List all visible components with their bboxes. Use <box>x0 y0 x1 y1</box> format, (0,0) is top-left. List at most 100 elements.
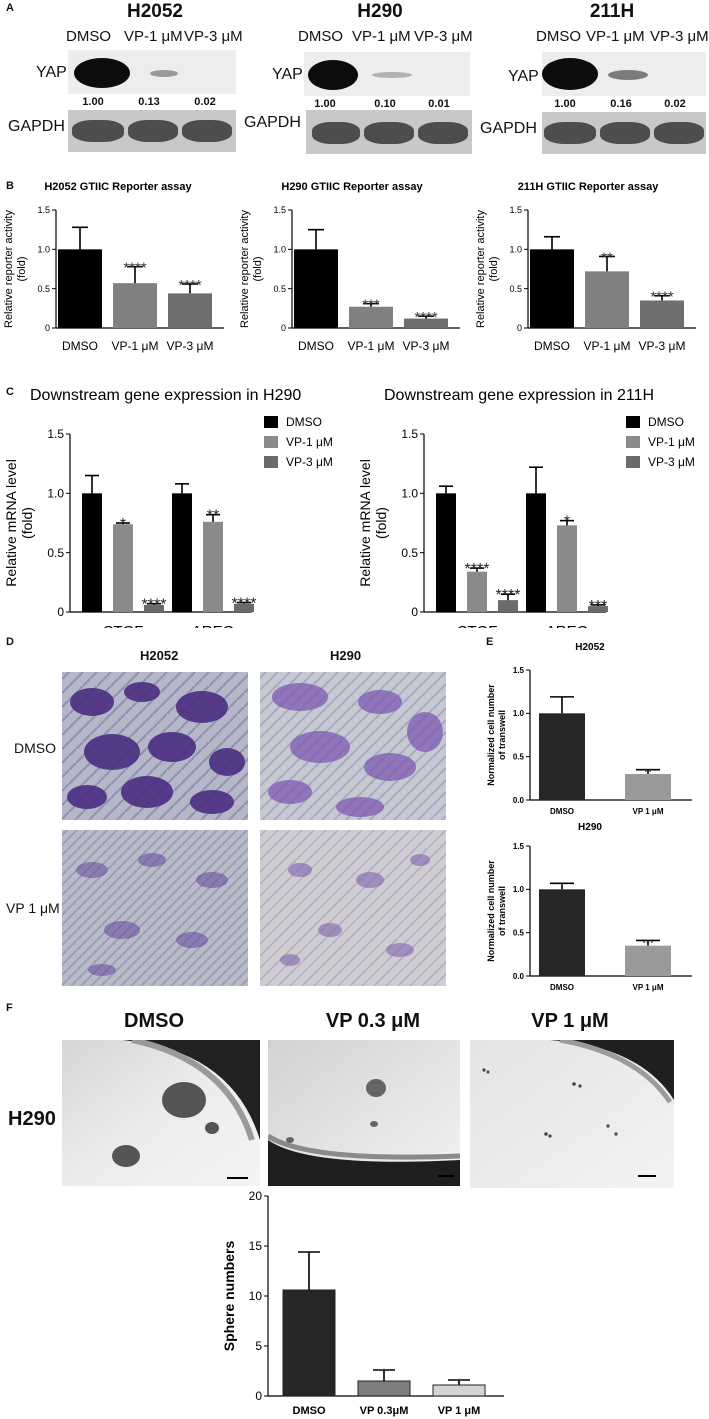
y-tick-label: 1.5 <box>47 427 64 441</box>
gapdh-blot <box>542 112 706 154</box>
yap-band <box>608 70 648 80</box>
yap-band <box>542 58 598 90</box>
legend-label: VP-3 μM <box>648 455 695 469</box>
x-tick-label: VP 1 μM <box>438 1405 481 1417</box>
gapdh-label: GAPDH <box>244 114 301 131</box>
bar <box>168 293 212 328</box>
lane-label: VP-1 μM <box>352 28 411 45</box>
x-tick-label: VP-1 μM <box>112 339 159 353</box>
sphere-image-dmso <box>62 1040 260 1186</box>
bar <box>172 493 192 612</box>
y-axis-label: (fold) <box>252 256 264 281</box>
y-tick-label: 0.5 <box>37 284 50 294</box>
y-axis-label: (fold) <box>488 256 500 281</box>
gapdh-label: GAPDH <box>480 120 537 137</box>
x-tick-label: AREG <box>546 623 589 628</box>
panel-b-letter: B <box>6 180 14 192</box>
yap-band <box>372 72 412 78</box>
x-tick-label: DMSO <box>550 983 574 992</box>
lane-label: DMSO <box>298 28 343 45</box>
yap-quant: 0.02 <box>664 98 686 110</box>
significance-label: ** <box>601 249 613 266</box>
chart-b-h2052: H2052 GTIIC Reporter assay Relative repor… <box>3 181 224 353</box>
bar <box>640 300 684 328</box>
panel-d-letter: D <box>6 636 14 648</box>
gapdh-band <box>600 122 650 144</box>
y-axis-label: Relative reporter activity <box>475 210 487 328</box>
significance-label: **** <box>123 260 147 277</box>
lane-label: VP-1 μM <box>124 28 183 45</box>
significance-label: *** <box>642 938 654 949</box>
transwell-image-h290-dmso <box>260 672 446 820</box>
chart-f-sphere-numbers: Sphere numbers 0 5 10 15 20 DMSO * VP 0.3μM * VP 1… <box>221 1190 504 1417</box>
gapdh-band <box>312 122 360 144</box>
y-tick-label: 0.5 <box>513 928 525 937</box>
transwell-col-title: H290 <box>330 648 362 663</box>
y-tick-label: 15 <box>249 1239 263 1253</box>
bar <box>625 945 671 976</box>
yap-blot <box>542 52 706 96</box>
bar <box>585 271 629 328</box>
gapdh-band <box>544 122 596 144</box>
yap-band <box>308 60 358 90</box>
y-tick-label: 1.0 <box>273 244 286 254</box>
significance-label: *** <box>589 598 608 615</box>
bar <box>467 571 487 612</box>
yap-quant: 0.02 <box>194 96 216 108</box>
sphere-image-vp-0-3 <box>268 1040 460 1186</box>
lane-label: VP-3 μM <box>650 28 709 45</box>
bar <box>113 524 133 612</box>
y-tick-label: 1.0 <box>37 244 50 254</box>
y-tick-label: 1.5 <box>509 205 522 215</box>
gapdh-label: GAPDH <box>8 118 65 135</box>
y-tick-label: 1.0 <box>47 487 64 501</box>
legend-swatch <box>626 416 640 428</box>
y-axis-label: Normalized cell number <box>486 860 496 962</box>
chart-b-211h: 211H GTIIC Reporter assay Relative report… <box>475 181 696 353</box>
blot-title: 211H <box>589 1 635 22</box>
bar <box>82 493 102 612</box>
y-tick-label: 0.5 <box>273 284 286 294</box>
y-tick-label: 1.5 <box>37 205 50 215</box>
y-tick-label: 0 <box>411 605 418 619</box>
blot-title: H2052 <box>127 1 183 22</box>
chart-title: H290 <box>578 822 602 833</box>
chart-title: Downstream gene expression in 211H <box>384 387 654 404</box>
bar <box>282 1289 336 1397</box>
bar <box>498 600 518 612</box>
significance-label: **** <box>232 596 257 613</box>
gapdh-band <box>364 122 414 144</box>
gapdh-band <box>182 120 232 142</box>
y-tick-label: 0 <box>517 323 522 333</box>
blot-title: H290 <box>357 1 403 22</box>
y-axis-label: (fold) <box>373 507 389 539</box>
panel-f-letter: F <box>6 1002 13 1014</box>
panel-a-letter: A <box>6 2 14 14</box>
y-axis-label: of transwell <box>497 710 507 760</box>
significance-label: ** <box>644 768 652 779</box>
gapdh-blot <box>68 110 236 152</box>
gapdh-blot <box>306 110 472 154</box>
sphere-image-vp-1 <box>470 1040 674 1188</box>
y-tick-label: 0 <box>57 605 64 619</box>
y-tick-label: 10 <box>249 1289 263 1303</box>
x-tick-label: AREG <box>192 623 235 628</box>
y-tick-label: 1.5 <box>513 666 525 675</box>
x-tick-label: VP 0.3μM <box>360 1405 409 1417</box>
y-axis-label: (fold) <box>16 256 28 281</box>
y-axis-label: Relative reporter activity <box>239 210 251 328</box>
bar <box>557 525 577 612</box>
y-tick-label: 1.5 <box>401 427 418 441</box>
y-tick-label: 1.0 <box>513 709 525 718</box>
x-tick-label: DMSO <box>298 339 334 353</box>
legend-swatch <box>626 456 640 468</box>
bar <box>203 521 223 612</box>
significance-label: **** <box>178 277 202 294</box>
y-tick-label: 1.0 <box>509 244 522 254</box>
x-tick-label: DMSO <box>550 807 574 816</box>
yap-quant: 0.01 <box>428 98 450 110</box>
yap-quant: 0.13 <box>138 96 160 108</box>
y-axis-label: Relative mRNA level <box>3 459 19 587</box>
chart-e-h290: H290 Normalized cell number of transwell 0.… <box>486 822 692 992</box>
x-tick-label: VP-3 μM <box>639 339 686 353</box>
